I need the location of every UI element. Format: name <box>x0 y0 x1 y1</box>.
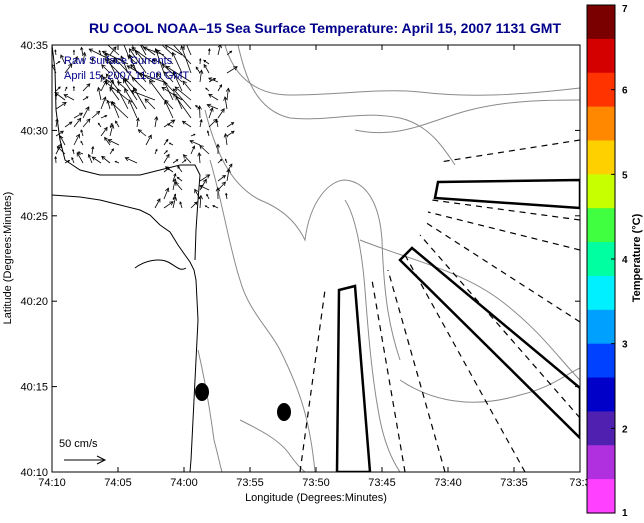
colorbar-segment <box>587 107 615 141</box>
colorbar-segment <box>587 411 615 445</box>
y-tick-label: 40:25 <box>20 211 48 223</box>
colorbar-segment <box>587 344 615 378</box>
colorbar-segment <box>587 140 615 174</box>
scale-label: 50 cm/s <box>59 438 98 450</box>
colorbar-segment <box>587 5 615 39</box>
colorbar-segment <box>587 378 615 412</box>
subtitle-line-2: April 15, 2007 11:00 GMT <box>64 70 189 82</box>
x-tick-label: 73:35 <box>500 477 528 489</box>
x-tick-label: 73:55 <box>236 477 264 489</box>
colorbar-segment <box>587 73 615 107</box>
y-tick-label: 40:35 <box>20 40 48 52</box>
x-tick-label: 74:00 <box>170 477 198 489</box>
temperature-colorbar <box>587 5 615 514</box>
colorbar-tick-label: 7 <box>622 4 628 15</box>
station-marker-1 <box>195 383 209 401</box>
colorbar-segment <box>587 479 615 513</box>
colorbar-tick-label: 1 <box>622 508 628 518</box>
colorbar-tick-label: 4 <box>622 255 628 266</box>
colorbar-segment <box>587 445 615 479</box>
colorbar-segment <box>587 310 615 344</box>
x-tick-label: 73:45 <box>368 477 396 489</box>
y-tick-label: 40:30 <box>20 125 48 137</box>
y-tick-label: 40:10 <box>20 467 48 479</box>
x-tick-label: 73:50 <box>302 477 330 489</box>
y-tick-label: 40:20 <box>20 296 48 308</box>
colorbar-segment <box>587 39 615 73</box>
colorbar-segment <box>587 208 615 242</box>
station-marker-2 <box>277 403 291 421</box>
current-vector-head <box>136 36 139 40</box>
x-tick-label: 73:40 <box>434 477 462 489</box>
colorbar-segment <box>587 276 615 310</box>
colorbar-segment <box>587 174 615 208</box>
current-vector-head <box>170 41 174 45</box>
subtitle-line-1: Raw Surface Currents <box>64 55 173 67</box>
colorbar-segment <box>587 242 615 276</box>
colorbar-label: Temperature (°C) <box>631 213 643 302</box>
y-tick-label: 40:15 <box>20 382 48 394</box>
map-title: RU COOL NOAA–15 Sea Surface Temperature:… <box>89 20 561 36</box>
colorbar-tick-label: 5 <box>622 170 628 181</box>
map-plot-area <box>52 45 580 472</box>
x-tick-label: 74:05 <box>104 477 132 489</box>
current-vector-head <box>102 40 106 44</box>
colorbar-tick-label: 6 <box>622 86 628 97</box>
colorbar-tick-label: 3 <box>622 340 628 351</box>
colorbar-tick-label: 2 <box>622 424 628 435</box>
y-axis-label: Latitude (Degrees:Minutes) <box>2 192 14 325</box>
x-axis-label: Longitude (Degrees:Minutes) <box>245 492 387 504</box>
